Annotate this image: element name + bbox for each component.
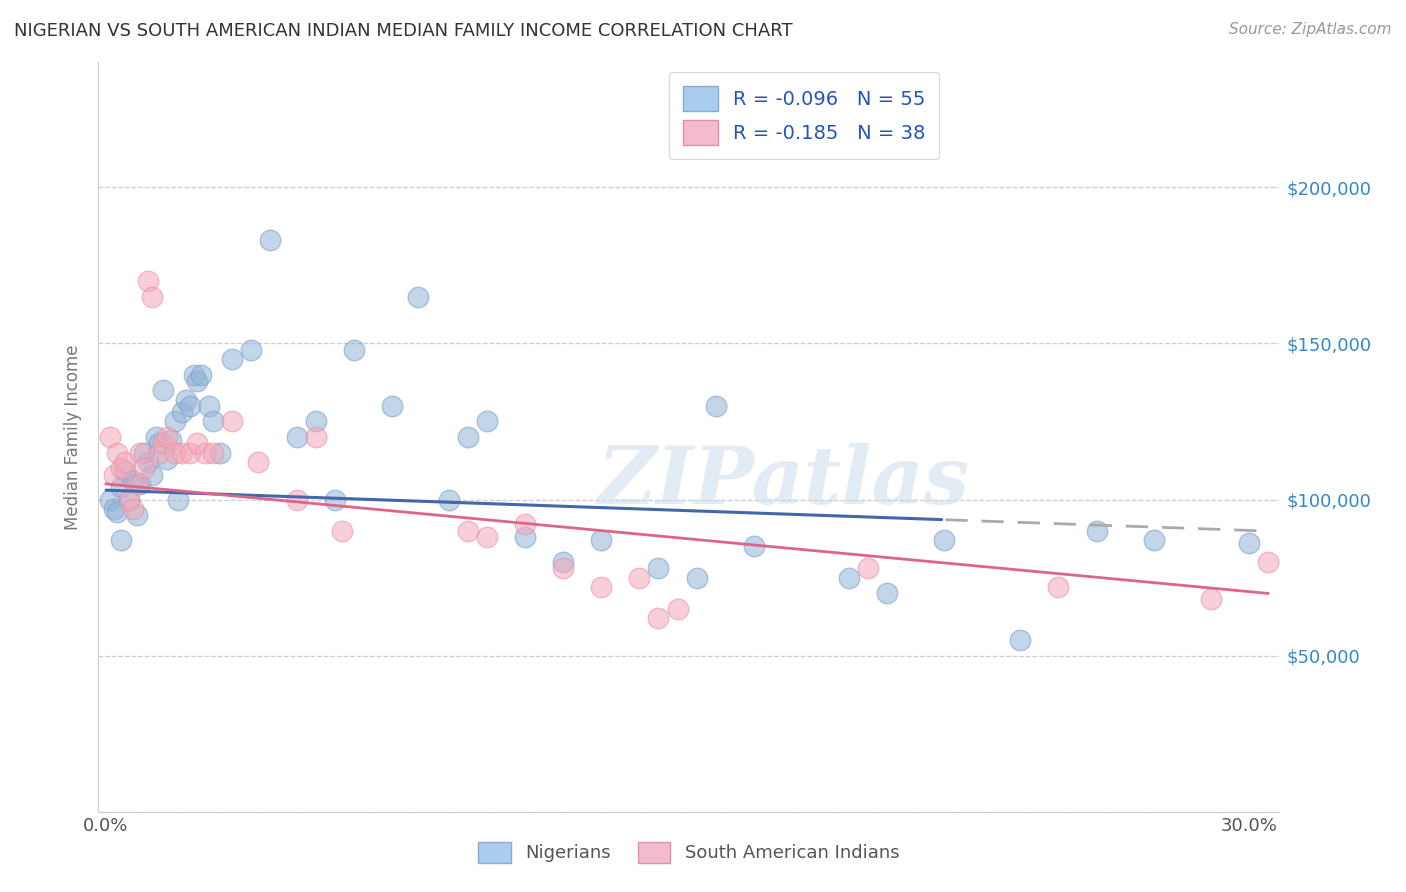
Point bbox=[513, 517, 536, 532]
Point bbox=[172, 405, 194, 419]
Point bbox=[1237, 536, 1260, 550]
Point bbox=[704, 399, 727, 413]
Point bbox=[114, 455, 136, 469]
Point bbox=[148, 445, 170, 460]
Text: NIGERIAN VS SOUTH AMERICAN INDIAN MEDIAN FAMILY INCOME CORRELATION CHART: NIGERIAN VS SOUTH AMERICAN INDIAN MEDIAN… bbox=[14, 22, 793, 40]
Point bbox=[259, 233, 281, 247]
Point bbox=[475, 530, 498, 544]
Point bbox=[304, 414, 326, 428]
Point bbox=[107, 505, 129, 519]
Point bbox=[141, 467, 163, 482]
Point bbox=[628, 571, 651, 585]
Point bbox=[221, 414, 243, 428]
Point bbox=[408, 289, 430, 303]
Point bbox=[647, 611, 669, 625]
Point bbox=[118, 492, 141, 507]
Point bbox=[121, 474, 143, 488]
Point bbox=[285, 430, 308, 444]
Point bbox=[152, 436, 174, 450]
Point bbox=[129, 445, 152, 460]
Point bbox=[103, 467, 125, 482]
Point bbox=[221, 351, 243, 366]
Point bbox=[110, 461, 132, 475]
Point bbox=[209, 445, 232, 460]
Point bbox=[114, 464, 136, 478]
Point bbox=[159, 433, 181, 447]
Point bbox=[381, 399, 404, 413]
Point bbox=[591, 580, 613, 594]
Point bbox=[152, 384, 174, 398]
Point bbox=[148, 436, 170, 450]
Point bbox=[304, 430, 326, 444]
Point bbox=[343, 343, 366, 357]
Point bbox=[174, 392, 197, 407]
Point bbox=[285, 492, 308, 507]
Point bbox=[1199, 592, 1222, 607]
Point bbox=[1143, 533, 1166, 547]
Point bbox=[201, 414, 224, 428]
Point bbox=[1085, 524, 1108, 538]
Point bbox=[190, 368, 212, 382]
Point bbox=[198, 399, 221, 413]
Point bbox=[239, 343, 262, 357]
Point bbox=[186, 436, 208, 450]
Point bbox=[145, 430, 167, 444]
Point bbox=[134, 461, 156, 475]
Point bbox=[475, 414, 498, 428]
Point bbox=[167, 492, 190, 507]
Point bbox=[156, 430, 179, 444]
Point bbox=[98, 492, 121, 507]
Point bbox=[934, 533, 956, 547]
Point bbox=[110, 533, 132, 547]
Point bbox=[141, 289, 163, 303]
Point bbox=[179, 399, 201, 413]
Point bbox=[129, 476, 152, 491]
Point bbox=[591, 533, 613, 547]
Point bbox=[457, 524, 479, 538]
Legend: Nigerians, South American Indians: Nigerians, South American Indians bbox=[471, 835, 907, 870]
Text: Source: ZipAtlas.com: Source: ZipAtlas.com bbox=[1229, 22, 1392, 37]
Point bbox=[107, 445, 129, 460]
Point bbox=[125, 508, 148, 522]
Point bbox=[110, 480, 132, 494]
Point bbox=[179, 445, 201, 460]
Point bbox=[183, 368, 205, 382]
Point bbox=[136, 274, 159, 288]
Point bbox=[186, 374, 208, 388]
Point bbox=[437, 492, 460, 507]
Point bbox=[1047, 580, 1070, 594]
Point bbox=[125, 476, 148, 491]
Point bbox=[856, 561, 879, 575]
Point bbox=[1010, 633, 1032, 648]
Point bbox=[513, 530, 536, 544]
Y-axis label: Median Family Income: Median Family Income bbox=[65, 344, 83, 530]
Point bbox=[194, 445, 217, 460]
Point bbox=[247, 455, 270, 469]
Point bbox=[118, 492, 141, 507]
Point bbox=[156, 451, 179, 466]
Point bbox=[163, 445, 186, 460]
Point bbox=[742, 539, 765, 553]
Point bbox=[457, 430, 479, 444]
Text: ZIPatlas: ZIPatlas bbox=[598, 443, 970, 521]
Point bbox=[121, 501, 143, 516]
Point bbox=[134, 445, 156, 460]
Point bbox=[1257, 555, 1279, 569]
Point bbox=[172, 445, 194, 460]
Point bbox=[876, 586, 898, 600]
Point bbox=[666, 601, 689, 615]
Point bbox=[838, 571, 860, 585]
Point bbox=[98, 430, 121, 444]
Point bbox=[163, 414, 186, 428]
Point bbox=[553, 555, 575, 569]
Point bbox=[103, 501, 125, 516]
Point bbox=[323, 492, 346, 507]
Point bbox=[685, 571, 707, 585]
Point bbox=[201, 445, 224, 460]
Point bbox=[647, 561, 669, 575]
Point bbox=[330, 524, 353, 538]
Point bbox=[136, 455, 159, 469]
Point bbox=[553, 561, 575, 575]
